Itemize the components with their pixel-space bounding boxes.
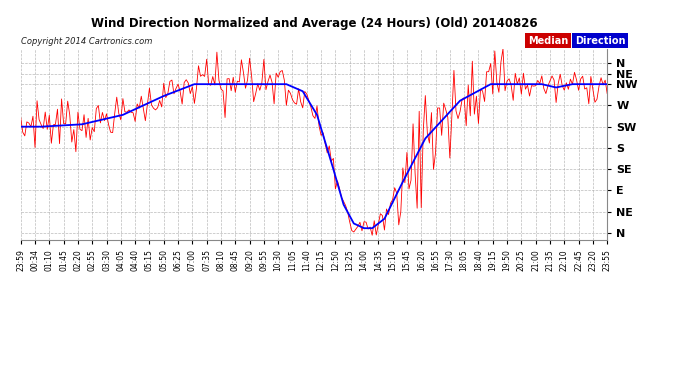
Text: Median: Median: [528, 36, 568, 46]
Text: Wind Direction Normalized and Average (24 Hours) (Old) 20140826: Wind Direction Normalized and Average (2…: [90, 17, 538, 30]
Text: Copyright 2014 Cartronics.com: Copyright 2014 Cartronics.com: [21, 38, 152, 46]
Text: Direction: Direction: [575, 36, 625, 46]
